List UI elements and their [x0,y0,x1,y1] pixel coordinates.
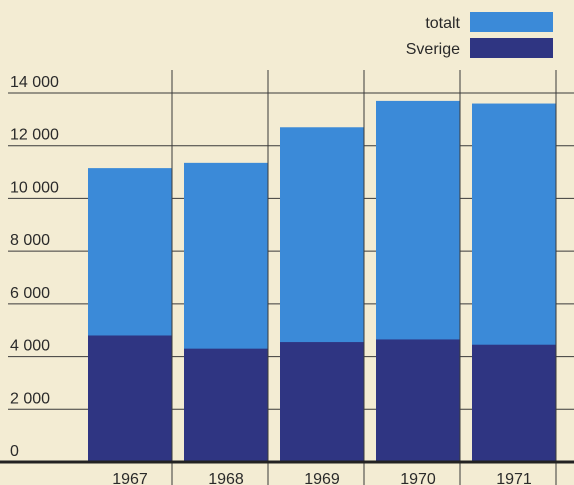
x-tick-label: 1971 [496,471,532,485]
x-tick-label: 1967 [112,471,148,485]
x-tick-label: 1968 [208,471,244,485]
bar [376,339,460,462]
x-tick-label: 1970 [400,471,436,485]
x-tick-label: 1969 [304,471,340,485]
y-tick-label: 10 000 [10,179,59,196]
y-tick-label: 0 [10,443,19,460]
y-tick-label: 8 000 [10,232,50,249]
bar [184,348,268,462]
bar [88,335,172,462]
y-tick-label: 4 000 [10,338,50,355]
legend-swatch [470,12,553,32]
legend-label: totalt [425,15,460,32]
y-tick-label: 12 000 [10,127,59,144]
legend-swatch [470,38,553,58]
y-tick-label: 14 000 [10,74,59,91]
bar [472,344,556,462]
legend-label: Sverige [406,41,460,58]
y-tick-label: 6 000 [10,285,50,302]
y-tick-label: 2 000 [10,390,50,407]
bar [280,342,364,462]
